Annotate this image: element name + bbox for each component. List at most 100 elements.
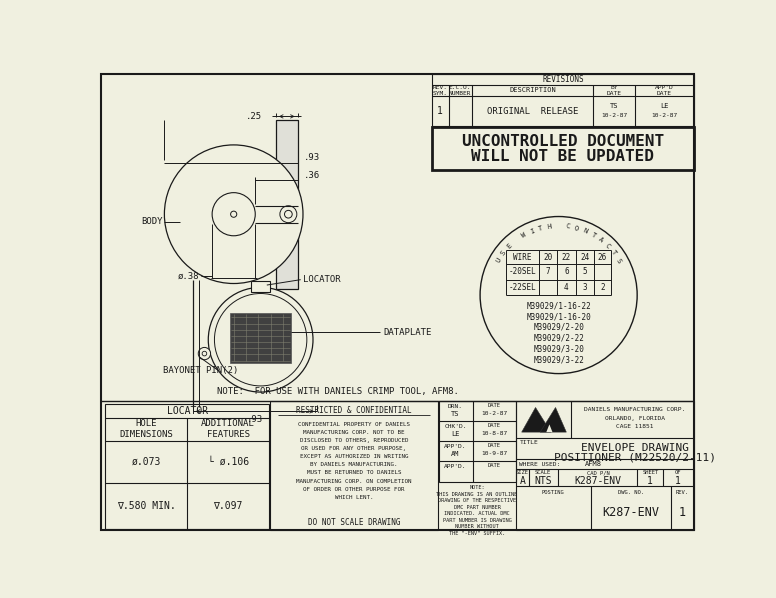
Bar: [431, 127, 695, 170]
Text: TS: TS: [610, 103, 618, 109]
Text: ADDITIONAL
FEATURES: ADDITIONAL FEATURES: [201, 419, 255, 439]
Text: CAGE 11851: CAGE 11851: [616, 424, 653, 429]
Polygon shape: [546, 425, 553, 432]
Text: NUMBER WITHOUT: NUMBER WITHOUT: [456, 524, 499, 529]
Text: OF: OF: [674, 471, 681, 475]
Text: EXCEPT AS AUTHORIZED IN WRITING: EXCEPT AS AUTHORIZED IN WRITING: [300, 454, 408, 459]
Text: REV.
SYM.: REV. SYM.: [432, 85, 448, 96]
Text: ø.073: ø.073: [131, 457, 161, 467]
Text: T: T: [610, 249, 617, 257]
Bar: [251, 281, 270, 292]
Text: DATE: DATE: [487, 443, 501, 448]
Text: -20SEL: -20SEL: [508, 267, 536, 276]
Text: LE: LE: [451, 431, 459, 437]
Text: DWG. NO.: DWG. NO.: [618, 490, 644, 495]
Text: └ ø.106: └ ø.106: [207, 457, 248, 467]
Text: M39029/1-16-20: M39029/1-16-20: [526, 312, 591, 321]
Bar: [515, 401, 695, 530]
Circle shape: [208, 288, 313, 392]
Text: .25: .25: [246, 112, 262, 121]
Text: NTS: NTS: [535, 475, 552, 486]
Text: S: S: [615, 257, 622, 264]
Text: LOCATOR: LOCATOR: [167, 406, 208, 416]
Bar: [276, 120, 298, 289]
Circle shape: [199, 347, 210, 360]
Text: 10-2-87: 10-2-87: [601, 113, 627, 118]
Text: TS: TS: [451, 411, 459, 417]
Bar: [230, 313, 292, 363]
Text: -22SEL: -22SEL: [508, 283, 536, 292]
Text: M39029/3-22: M39029/3-22: [533, 355, 584, 364]
Text: APP'D.: APP'D.: [444, 444, 466, 449]
Text: M39029/1-16-22: M39029/1-16-22: [526, 301, 591, 310]
Text: HOLE
DIMENSIONS: HOLE DIMENSIONS: [120, 419, 173, 439]
Text: 10-8-87: 10-8-87: [481, 431, 507, 436]
Polygon shape: [521, 407, 551, 432]
Text: DATE: DATE: [487, 463, 501, 468]
Text: RESTRICTED & CONFIDENTIAL: RESTRICTED & CONFIDENTIAL: [296, 406, 411, 415]
Text: BAYONET PIN(2): BAYONET PIN(2): [163, 366, 238, 375]
Text: DRN.: DRN.: [448, 404, 463, 409]
Text: APP'D
DATE: APP'D DATE: [655, 85, 674, 96]
Text: INDICATED. ACTUAL DMC: INDICATED. ACTUAL DMC: [444, 511, 510, 516]
Text: .93: .93: [303, 154, 320, 163]
Text: DATE: DATE: [487, 423, 501, 428]
Circle shape: [202, 351, 206, 356]
Text: A: A: [519, 475, 525, 486]
Text: .36: .36: [303, 171, 320, 180]
Text: CONFIDENTIAL PROPERTY OF DANIELS: CONFIDENTIAL PROPERTY OF DANIELS: [298, 422, 410, 427]
Text: A: A: [598, 236, 605, 244]
Text: POSTING: POSTING: [542, 490, 565, 495]
Text: AM: AM: [451, 451, 459, 457]
Text: T: T: [538, 225, 543, 231]
Text: .93: .93: [247, 414, 263, 423]
Text: E: E: [506, 242, 513, 250]
Text: 10-2-87: 10-2-87: [651, 113, 677, 118]
Text: BY DANIELS MANUFACTURING.: BY DANIELS MANUFACTURING.: [310, 462, 397, 468]
Text: MANUFACTURING CORP. ON COMPLETION: MANUFACTURING CORP. ON COMPLETION: [296, 478, 411, 484]
Text: REVISIONS: REVISIONS: [542, 75, 584, 84]
Text: DANIELS MANUFACTURING CORP.: DANIELS MANUFACTURING CORP.: [584, 407, 685, 412]
Bar: [438, 401, 515, 482]
Text: DATAPLATE: DATAPLATE: [384, 328, 432, 337]
Bar: [105, 404, 269, 529]
Circle shape: [480, 216, 637, 374]
Text: M39029/2-20: M39029/2-20: [533, 323, 584, 332]
Text: U: U: [495, 257, 502, 264]
Text: 2: 2: [600, 283, 605, 292]
Text: E.C.O.
NUMBER: E.C.O. NUMBER: [449, 85, 471, 96]
Text: SIZE: SIZE: [516, 471, 529, 475]
Text: WHICH LENT.: WHICH LENT.: [334, 495, 373, 500]
Text: MANUFACTURING CORP. NOT TO BE: MANUFACTURING CORP. NOT TO BE: [303, 430, 404, 435]
Text: DESCRIPTION: DESCRIPTION: [509, 87, 556, 93]
Text: 22: 22: [562, 253, 571, 262]
Text: 6: 6: [564, 267, 569, 276]
Text: UNCONTROLLED DOCUMENT: UNCONTROLLED DOCUMENT: [462, 133, 664, 148]
Text: I: I: [529, 227, 535, 234]
Text: C: C: [604, 242, 611, 250]
Text: 26: 26: [598, 253, 607, 262]
Circle shape: [280, 206, 297, 222]
Text: OF ORDER OR OTHER PURPOSE FOR: OF ORDER OR OTHER PURPOSE FOR: [303, 487, 404, 492]
Polygon shape: [540, 407, 566, 432]
Text: W: W: [521, 231, 528, 239]
Circle shape: [165, 145, 303, 283]
Text: AFM8: AFM8: [585, 462, 602, 468]
Text: BODY: BODY: [141, 218, 163, 227]
Text: M39029/3-20: M39029/3-20: [533, 344, 584, 353]
Text: H: H: [547, 223, 552, 230]
Text: CHK'D.: CHK'D.: [444, 424, 466, 429]
Text: CAD P/N: CAD P/N: [587, 471, 609, 475]
Text: NOTE:  FOR USE WITH DANIELS CRIMP TOOL, AFM8.: NOTE: FOR USE WITH DANIELS CRIMP TOOL, A…: [217, 387, 459, 396]
Text: 10-2-87: 10-2-87: [481, 411, 507, 416]
Text: ORLANDO, FLORIDA: ORLANDO, FLORIDA: [605, 416, 665, 421]
Text: 1: 1: [679, 507, 686, 520]
Text: THE "-ENV" SUFFIX.: THE "-ENV" SUFFIX.: [449, 531, 505, 536]
Text: POSITIONER (M22520/2-11): POSITIONER (M22520/2-11): [554, 453, 715, 462]
Text: 1: 1: [675, 475, 681, 486]
Text: O: O: [573, 225, 580, 231]
Text: 24: 24: [580, 253, 590, 262]
Text: REV.: REV.: [676, 490, 689, 495]
Text: 1: 1: [437, 106, 443, 116]
Circle shape: [230, 211, 237, 217]
